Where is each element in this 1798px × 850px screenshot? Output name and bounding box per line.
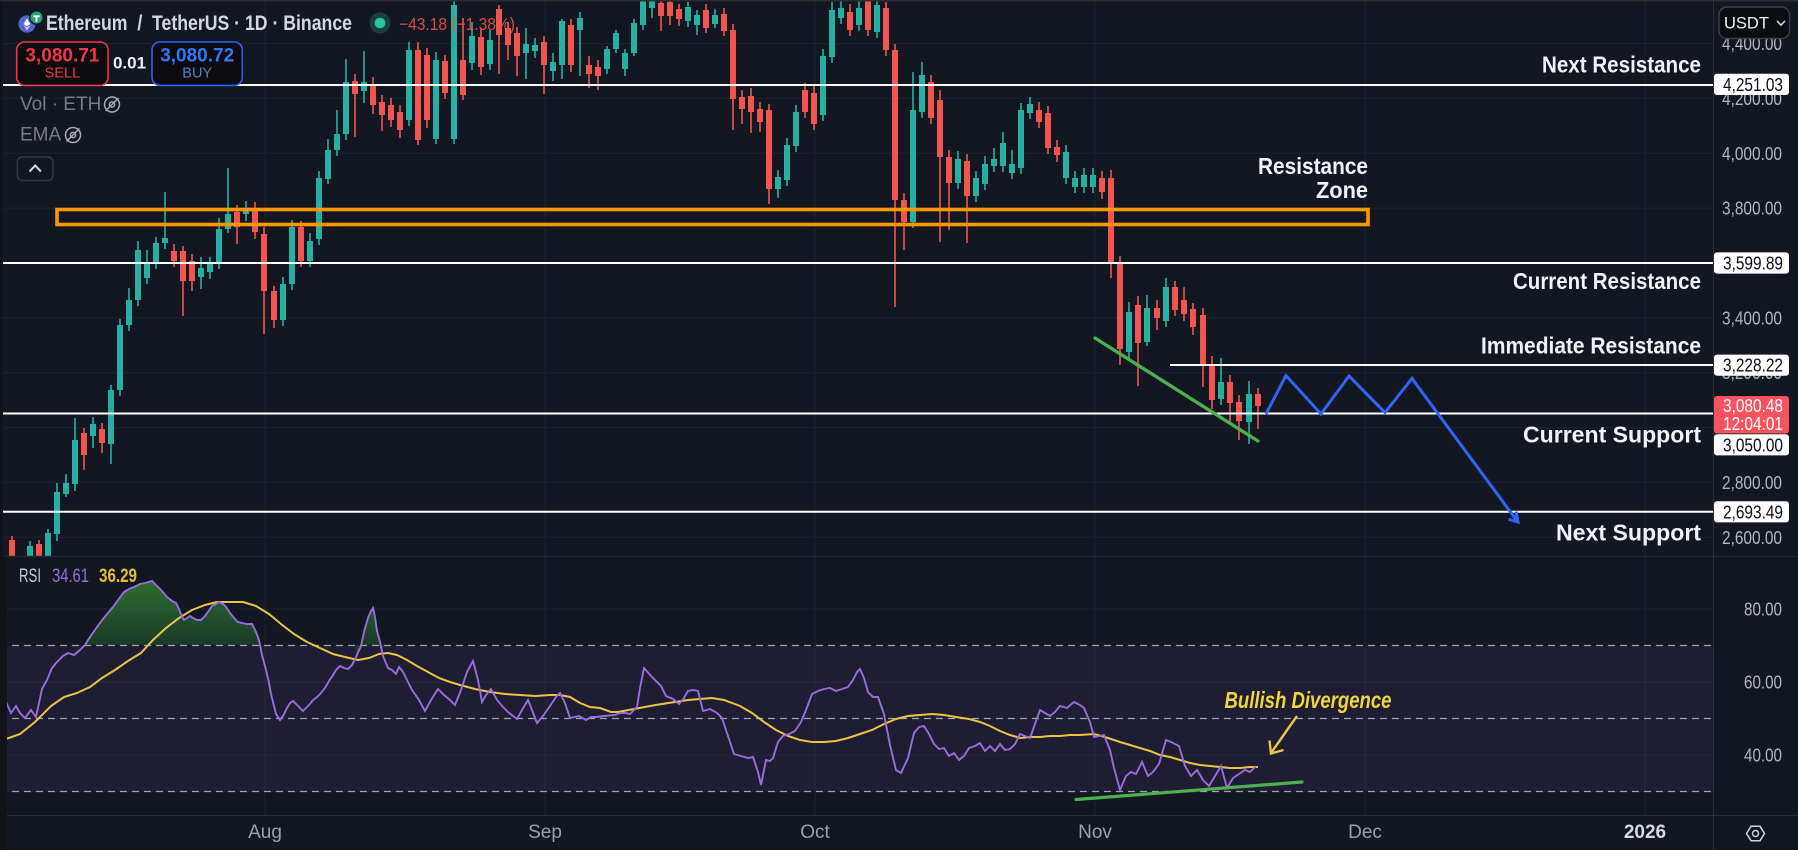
svg-text:Vol · ETH: Vol · ETH <box>20 94 101 115</box>
svg-text:Bullish Divergence: Bullish Divergence <box>1225 687 1392 713</box>
svg-text:3,599.89: 3,599.89 <box>1723 253 1783 274</box>
svg-text:Current Support: Current Support <box>1523 422 1701 448</box>
svg-text:3,080.48: 3,080.48 <box>1723 395 1783 416</box>
svg-text:2026: 2026 <box>1624 822 1666 843</box>
svg-text:Resistance: Resistance <box>1258 153 1368 179</box>
svg-text:4,251.03: 4,251.03 <box>1723 74 1783 95</box>
svg-text:60.00: 60.00 <box>1744 672 1782 693</box>
svg-text:40.00: 40.00 <box>1744 745 1782 766</box>
svg-text:2,600.00: 2,600.00 <box>1722 527 1782 548</box>
svg-text:Aug: Aug <box>248 822 282 843</box>
svg-text:12:04:01: 12:04:01 <box>1723 413 1783 434</box>
svg-text:3,400.00: 3,400.00 <box>1722 307 1782 328</box>
svg-text:2,693.49: 2,693.49 <box>1723 501 1783 522</box>
svg-text:SELL: SELL <box>45 66 80 82</box>
svg-text:34.61: 34.61 <box>52 566 89 587</box>
svg-text:USDT: USDT <box>1724 14 1769 32</box>
svg-text:Next Resistance: Next Resistance <box>1542 52 1701 78</box>
svg-text:3,080.72: 3,080.72 <box>160 46 234 67</box>
svg-text:3,228.22: 3,228.22 <box>1723 355 1783 376</box>
svg-text:Sep: Sep <box>528 822 562 843</box>
svg-text:Immediate Resistance: Immediate Resistance <box>1481 333 1701 359</box>
svg-text:−43.18 (−1.38%): −43.18 (−1.38%) <box>399 14 515 34</box>
svg-text:RSI: RSI <box>19 566 41 587</box>
svg-text:36.29: 36.29 <box>99 566 137 587</box>
svg-text:3,080.71: 3,080.71 <box>25 46 99 67</box>
svg-text:4,000.00: 4,000.00 <box>1722 143 1782 164</box>
svg-text:2,800.00: 2,800.00 <box>1722 472 1782 493</box>
svg-text:Oct: Oct <box>800 822 830 843</box>
svg-text:Ethereum / TetherUS · 1D · B: Ethereum / TetherUS · 1D · Binance <box>46 12 352 35</box>
svg-text:Next Support: Next Support <box>1556 520 1701 546</box>
svg-text:0.01: 0.01 <box>113 54 146 73</box>
svg-text:Nov: Nov <box>1078 822 1112 843</box>
svg-text:80.00: 80.00 <box>1744 599 1782 620</box>
svg-text:BUY: BUY <box>182 66 212 82</box>
svg-text:Zone: Zone <box>1316 177 1368 203</box>
svg-text:3,800.00: 3,800.00 <box>1722 198 1782 219</box>
svg-text:EMA: EMA <box>20 125 62 146</box>
svg-text:Current Resistance: Current Resistance <box>1513 268 1701 294</box>
svg-text:3,050.00: 3,050.00 <box>1723 434 1783 455</box>
svg-text:Dec: Dec <box>1348 822 1382 843</box>
